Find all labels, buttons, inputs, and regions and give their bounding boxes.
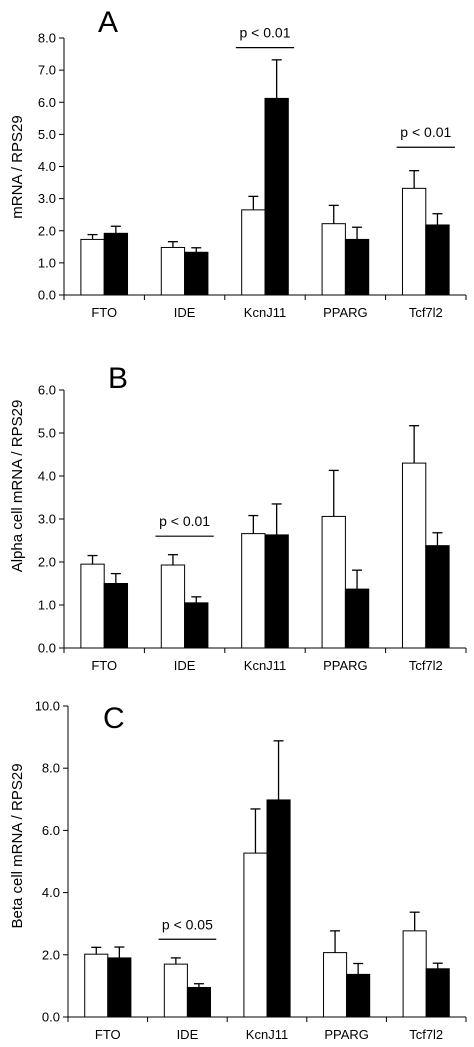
panel-c-bar bbox=[186, 986, 211, 1018]
panel-b-bar bbox=[241, 533, 266, 649]
panel-c-bar bbox=[402, 930, 427, 1018]
panel-c-bar bbox=[323, 952, 348, 1018]
panel-c-plot: 0.0 2.0 4.0 6.0 8.0 10.0 FTO IDE KcnJ11 PPARG Tcf7… bbox=[35, 699, 467, 1042]
panel-a-significance-label: p < 0.01 bbox=[240, 25, 291, 41]
panel-c-y-tick-label: 6.0 bbox=[42, 823, 60, 838]
panel-b-y-axis-label: Alpha cell mRNA / RPS29 bbox=[9, 400, 26, 573]
panel-c-x-tick-label: KcnJ11 bbox=[246, 1027, 288, 1042]
panel-b-x-tick-label: Tcf7l2 bbox=[409, 658, 443, 673]
panel-b-y-tick-label: 3.0 bbox=[38, 512, 56, 527]
panel-b-bar bbox=[264, 534, 289, 649]
panel-a-y-tick-label: 1.0 bbox=[38, 255, 56, 270]
panel-a-bar bbox=[103, 232, 129, 296]
panel-a-bar bbox=[160, 246, 186, 296]
panel-a-bar bbox=[80, 238, 105, 296]
panel-a-x-tick-label: IDE bbox=[174, 305, 196, 320]
panel-b-bar bbox=[321, 515, 346, 649]
panel-c-significance-label: p < 0.05 bbox=[162, 916, 213, 932]
panel-b-x-tick-label: PPARG bbox=[323, 658, 368, 673]
panel-c-x-tick-label: IDE bbox=[177, 1027, 199, 1042]
panel-b-y-tick-label: 0.0 bbox=[38, 641, 56, 656]
panel-a-bar bbox=[425, 224, 450, 296]
panel-c-y-axis-label: Beta cell mRNA / RPS29 bbox=[9, 763, 26, 928]
panel-a-bar bbox=[401, 187, 427, 296]
panel-a: A mRNA / RPS29 0.0 1.0 2.0 3.0 4.0 5.0 6.0 7.0 8… bbox=[9, 6, 467, 320]
panel-c-y-tick-label: 8.0 bbox=[42, 761, 60, 776]
panel-a-x-tick-label: KcnJ11 bbox=[244, 305, 286, 320]
panel-c-bar bbox=[163, 963, 188, 1018]
panel-c-y-tick-label: 10.0 bbox=[35, 699, 60, 714]
panel-b-y-tick-label: 2.0 bbox=[38, 555, 56, 570]
panel-b-plot: 0.0 1.0 2.0 3.0 4.0 5.0 6.0 FTO IDE KcnJ11 PPARG Tc… bbox=[38, 383, 467, 673]
panel-a-x-tick-label: Tcf7l2 bbox=[409, 305, 443, 320]
panel-c-bar bbox=[84, 953, 109, 1018]
panel-a-y-tick-label: 8.0 bbox=[38, 31, 56, 46]
panel-b-bar bbox=[401, 462, 427, 649]
panel-b-x-tick-label: IDE bbox=[174, 658, 196, 673]
panel-b-letter: B bbox=[108, 362, 128, 395]
panel-a-y-tick-label: 6.0 bbox=[38, 95, 56, 110]
panel-a-y-tick-label: 4.0 bbox=[38, 159, 56, 174]
panel-a-bar bbox=[184, 251, 209, 296]
panel-a-y-tick-label: 5.0 bbox=[38, 127, 56, 142]
panel-c-bar bbox=[266, 799, 291, 1018]
panel-c: C Beta cell mRNA / RPS29 0.0 2.0 4.0 6.0 8.0… bbox=[9, 699, 467, 1042]
panel-a-plot: 0.0 1.0 2.0 3.0 4.0 5.0 6.0 7.0 8.0 FTO IDE KcnJ11 P… bbox=[38, 25, 467, 320]
panel-a-letter: A bbox=[98, 6, 118, 39]
panel-a-y-axis-label: mRNA / RPS29 bbox=[9, 115, 26, 218]
panel-a-bar bbox=[241, 209, 266, 296]
panel-c-x-tick-label: Tcf7l2 bbox=[409, 1027, 443, 1042]
panel-b-y-tick-label: 1.0 bbox=[38, 598, 56, 613]
panel-a-significance-label: p < 0.01 bbox=[400, 124, 451, 140]
panel-b-y-tick-label: 6.0 bbox=[38, 383, 56, 398]
panel-a-y-tick-label: 3.0 bbox=[38, 191, 56, 206]
panel-c-bar bbox=[107, 957, 132, 1018]
panel-c-x-tick-label: FTO bbox=[95, 1027, 121, 1042]
panel-c-x-tick-label: PPARG bbox=[324, 1027, 369, 1042]
panel-c-y-tick-label: 0.0 bbox=[42, 1010, 60, 1025]
panel-b-bar bbox=[425, 545, 450, 649]
panel-b: B Alpha cell mRNA / RPS29 0.0 1.0 2.0 3.0 4.… bbox=[9, 362, 467, 673]
panel-c-y-tick-label: 4.0 bbox=[42, 885, 60, 900]
panel-c-bar bbox=[243, 852, 268, 1018]
panel-b-bar bbox=[103, 583, 129, 649]
panel-c-y-tick-label: 2.0 bbox=[42, 947, 60, 962]
panel-a-bar bbox=[321, 223, 346, 296]
panel-b-y-tick-label: 5.0 bbox=[38, 426, 56, 441]
panel-a-y-tick-label: 7.0 bbox=[38, 63, 56, 78]
panel-a-y-tick-label: 2.0 bbox=[38, 223, 56, 238]
panel-a-bar bbox=[344, 238, 370, 296]
panel-b-x-tick-label: FTO bbox=[91, 658, 117, 673]
panel-a-y-tick-label: 0.0 bbox=[38, 288, 56, 303]
panel-b-bar bbox=[344, 588, 370, 649]
panel-a-bar bbox=[264, 97, 289, 296]
panel-c-bar bbox=[346, 973, 371, 1018]
panel-b-y-tick-label: 4.0 bbox=[38, 469, 56, 484]
panel-b-significance-label: p < 0.01 bbox=[159, 513, 210, 529]
panel-a-x-tick-label: PPARG bbox=[323, 305, 368, 320]
panel-c-letter: C bbox=[103, 702, 125, 735]
panel-b-bar bbox=[80, 563, 105, 649]
panel-c-bar bbox=[425, 968, 450, 1018]
panel-b-x-tick-label: KcnJ11 bbox=[244, 658, 286, 673]
panel-b-bar bbox=[160, 564, 186, 649]
panel-b-bar bbox=[184, 602, 209, 649]
panel-a-x-tick-label: FTO bbox=[91, 305, 117, 320]
